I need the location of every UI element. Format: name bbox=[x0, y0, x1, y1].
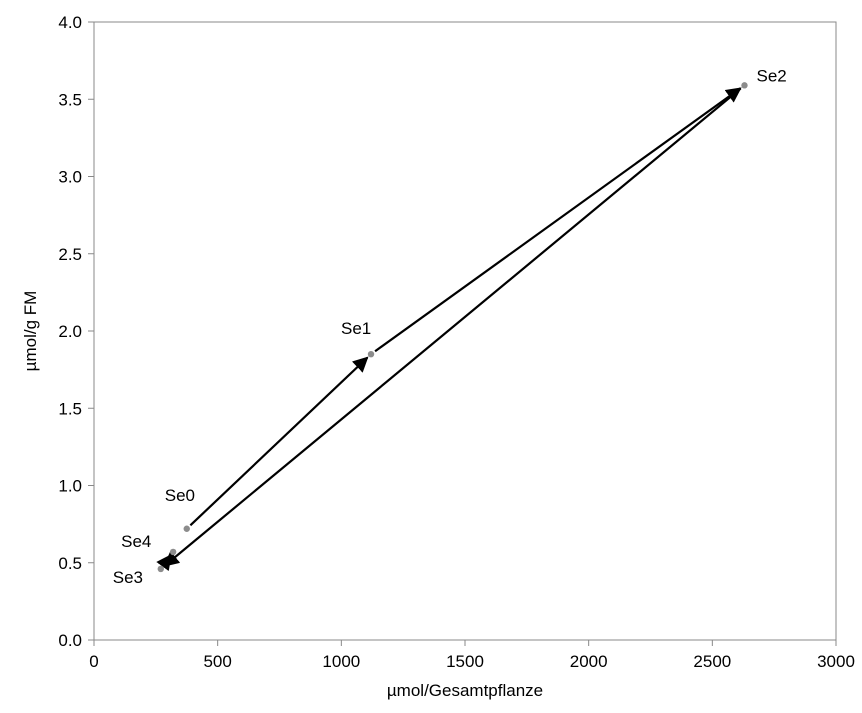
y-tick-label: 4.0 bbox=[58, 13, 82, 32]
axis-ticks: 0 500 1000 1500 2000 2500 3000 0.0 0.5 1.0 1.5 2.0 2… bbox=[58, 13, 855, 671]
x-tick-label: 2000 bbox=[570, 652, 608, 671]
y-tick-label: 0.0 bbox=[58, 631, 82, 650]
x-tick-label: 2500 bbox=[693, 652, 731, 671]
x-tick-label: 0 bbox=[89, 652, 98, 671]
data-point-se4 bbox=[169, 548, 177, 556]
y-tick-label: 3.5 bbox=[58, 90, 82, 109]
x-tick-label: 1000 bbox=[322, 652, 360, 671]
y-tick-label: 2.5 bbox=[58, 245, 82, 264]
plot-frame bbox=[93, 21, 837, 641]
arrow-se3-to-se4 bbox=[156, 554, 172, 572]
plot-area-border bbox=[93, 21, 837, 641]
arrow-series bbox=[156, 87, 742, 572]
y-axis-label: µmol/g FM bbox=[21, 291, 40, 372]
data-point-se0 bbox=[183, 525, 190, 532]
point-label-se4: Se4 bbox=[121, 532, 151, 551]
arrow-se2-to-se3 bbox=[163, 87, 742, 567]
point-label-se2: Se2 bbox=[756, 66, 786, 85]
y-tick-label: 3.0 bbox=[58, 168, 82, 187]
point-label-se0: Se0 bbox=[165, 486, 195, 505]
x-tick-label: 3000 bbox=[817, 652, 855, 671]
arrow-se0-to-se1 bbox=[189, 356, 369, 527]
x-tick-label: 500 bbox=[203, 652, 231, 671]
point-label-se3: Se3 bbox=[113, 568, 143, 587]
x-axis-label: µmol/Gesamtpflanze bbox=[387, 681, 543, 700]
arrow-se1-to-se2 bbox=[374, 87, 742, 353]
point-label-se1: Se1 bbox=[341, 319, 371, 338]
point-series bbox=[157, 82, 748, 573]
data-point-se3 bbox=[157, 565, 164, 573]
point-labels: Se0 Se1 Se2 Se3 Se4 bbox=[113, 66, 787, 587]
y-tick-label: 2.0 bbox=[58, 322, 82, 341]
y-tick-label: 1.5 bbox=[58, 399, 82, 418]
data-point-se1 bbox=[367, 350, 375, 358]
data-point-se2 bbox=[741, 82, 748, 89]
x-tick-label: 1500 bbox=[446, 652, 484, 671]
y-tick-label: 1.0 bbox=[58, 477, 82, 496]
y-tick-label: 0.5 bbox=[58, 554, 82, 573]
